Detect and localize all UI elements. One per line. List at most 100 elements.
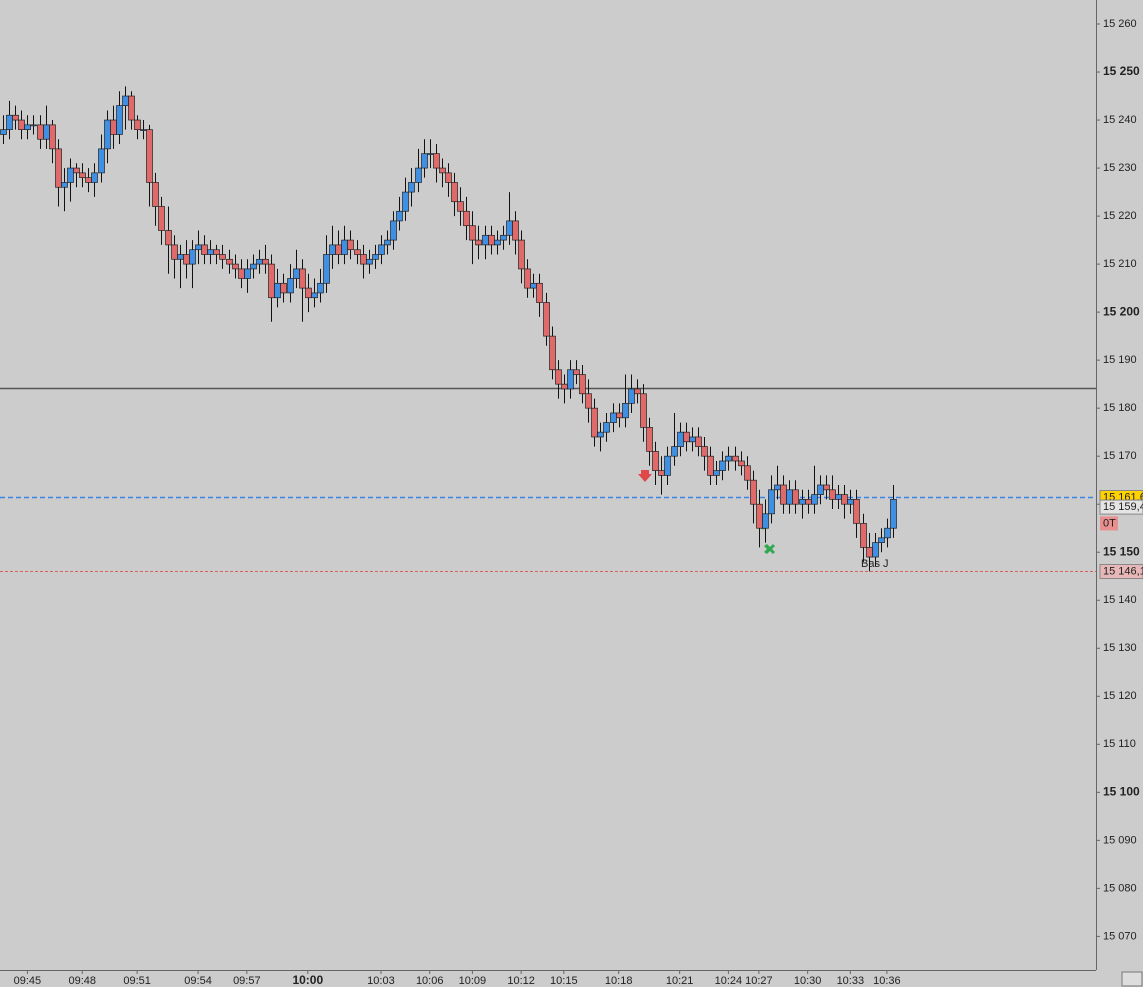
bearish-body [652, 451, 659, 471]
bullish-body [287, 278, 294, 294]
bullish-body [43, 124, 50, 140]
y-tick-label: 15 190 [1103, 354, 1137, 366]
x-tick-label: 09:45 [14, 975, 42, 987]
bullish-body [622, 403, 629, 419]
bullish-body [195, 244, 202, 251]
bearish-body [744, 465, 751, 481]
bearish-body [152, 182, 159, 207]
bullish-body [341, 239, 348, 255]
buy-cross [764, 544, 775, 554]
scroll-button[interactable] [1121, 971, 1143, 987]
y-tick-label: 15 150 [1103, 544, 1140, 558]
bearish-body [134, 119, 141, 131]
bearish-body [262, 258, 269, 265]
bullish-body [530, 282, 537, 289]
bearish-body [213, 249, 220, 255]
bullish-body [317, 282, 324, 294]
bearish-body [79, 172, 86, 179]
bearish-body [860, 523, 867, 548]
bearish-body [585, 393, 592, 409]
bullish-body [482, 234, 489, 246]
y-tick-label: 15 220 [1103, 210, 1137, 222]
x-tick-label: 09:54 [184, 975, 212, 987]
bullish-body [890, 499, 897, 529]
bullish-body [396, 210, 403, 222]
x-tick-label: 09:48 [68, 975, 96, 987]
scroll-icon[interactable] [1121, 971, 1143, 987]
x-tick-label: 10:36 [873, 975, 901, 987]
bullish-body [567, 369, 574, 390]
bearish-body [561, 383, 568, 390]
bearish-body [305, 287, 312, 299]
y-tick-label: 15 260 [1103, 18, 1137, 30]
bearish-body [445, 172, 452, 183]
bullish-body [762, 513, 769, 529]
bullish-body [427, 153, 434, 156]
bearish-body [128, 95, 135, 121]
bearish-body [732, 455, 739, 462]
y-tick-label: 15 080 [1103, 882, 1137, 894]
bearish-body [268, 263, 275, 299]
bearish-body [73, 167, 80, 174]
sell-arrow [638, 470, 652, 482]
bullish-body [244, 268, 251, 279]
bullish-body [140, 129, 147, 132]
bullish-body [104, 119, 111, 150]
bearish-body [165, 230, 172, 246]
bearish-body [658, 470, 665, 476]
y-tick-label: 15 200 [1103, 304, 1140, 318]
bullish-body [768, 489, 775, 515]
bullish-body [506, 220, 513, 236]
bullish-body [30, 124, 37, 127]
bullish-body [323, 254, 330, 284]
bullish-body [0, 129, 7, 135]
price-tag [1099, 499, 1143, 515]
bearish-body [695, 436, 702, 447]
bearish-body [238, 268, 245, 279]
bullish-body [6, 114, 13, 131]
bullish-body [689, 436, 696, 443]
bearish-body [451, 182, 458, 203]
bearish-body [457, 201, 464, 212]
bearish-body [573, 369, 580, 375]
ot-box [1100, 516, 1118, 531]
bullish-body [421, 153, 428, 169]
x-tick-label: 10:33 [837, 975, 865, 987]
x-tick-label: 10:21 [666, 975, 694, 987]
bearish-body [866, 547, 873, 558]
bullish-body [274, 282, 281, 299]
y-tick-label: 15 100 [1103, 784, 1140, 798]
price-tag-label: 15 159,4 [1103, 501, 1143, 513]
bullish-body [61, 182, 68, 188]
bullish-body [311, 292, 318, 299]
x-tick-label: 10:30 [794, 975, 822, 987]
bullish-body [402, 191, 409, 212]
bearish-body [171, 244, 178, 260]
bearish-body [841, 494, 848, 505]
bearish-body [524, 268, 531, 289]
bearish-body [579, 374, 586, 395]
bearish-body [646, 427, 653, 452]
x-tick-label: 10:18 [605, 975, 633, 987]
bullish-body [725, 455, 732, 462]
bullish-body [847, 499, 854, 505]
bullish-body [878, 537, 885, 543]
bullish-body [189, 249, 196, 265]
bullish-body [372, 254, 379, 260]
x-tick-label: 10:15 [550, 975, 578, 987]
bearish-body [469, 225, 476, 241]
bearish-body [518, 239, 525, 270]
bearish-body [18, 119, 25, 131]
bearish-body [640, 393, 647, 428]
bullish-body [384, 239, 391, 246]
bearish-body [555, 369, 562, 385]
bearish-body [463, 210, 470, 227]
bearish-body [792, 489, 799, 505]
x-tick-label: 10:12 [507, 975, 535, 987]
y-tick-label: 15 110 [1103, 738, 1136, 750]
bearish-body [433, 153, 440, 169]
bearish-body [226, 258, 233, 265]
bullish-body [24, 124, 31, 131]
y-tick-label: 15 180 [1103, 402, 1137, 414]
bullish-body [494, 239, 501, 246]
